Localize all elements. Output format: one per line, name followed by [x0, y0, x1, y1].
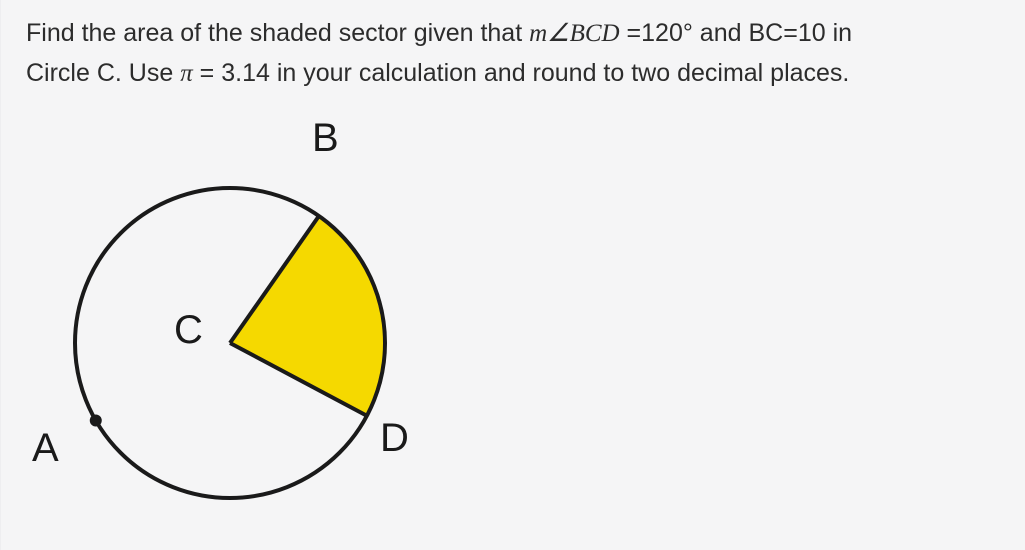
text-suffix-2: in your calculation and round to two dec… — [270, 59, 850, 87]
label-D: D — [380, 416, 409, 461]
problem-statement: Find the area of the shaded sector given… — [26, 14, 1005, 94]
in-word: in — [826, 19, 852, 47]
and-text: and — [693, 19, 749, 47]
segment-label: BC — [748, 19, 783, 47]
pi-symbol: π — [180, 60, 193, 87]
angle-value: 120° — [641, 19, 693, 47]
angle-symbol: ∠ — [547, 20, 569, 47]
text-prefix-1: Find the area of the shaded sector given… — [26, 19, 529, 47]
radius-value: 10 — [798, 19, 826, 47]
pi-value: 3.14 — [221, 59, 270, 87]
diagram-svg — [20, 108, 460, 528]
m-symbol: m — [529, 20, 547, 47]
text-prefix-2: Circle C. Use — [26, 59, 180, 87]
label-B: B — [312, 116, 339, 161]
label-A: A — [32, 426, 59, 471]
angle-label: BCD — [570, 20, 620, 47]
eq1: = — [620, 19, 642, 47]
eq2: = — [783, 19, 798, 47]
eq3: = — [193, 59, 222, 87]
circle-diagram: A B C D — [20, 108, 460, 528]
label-C: C — [174, 308, 203, 353]
